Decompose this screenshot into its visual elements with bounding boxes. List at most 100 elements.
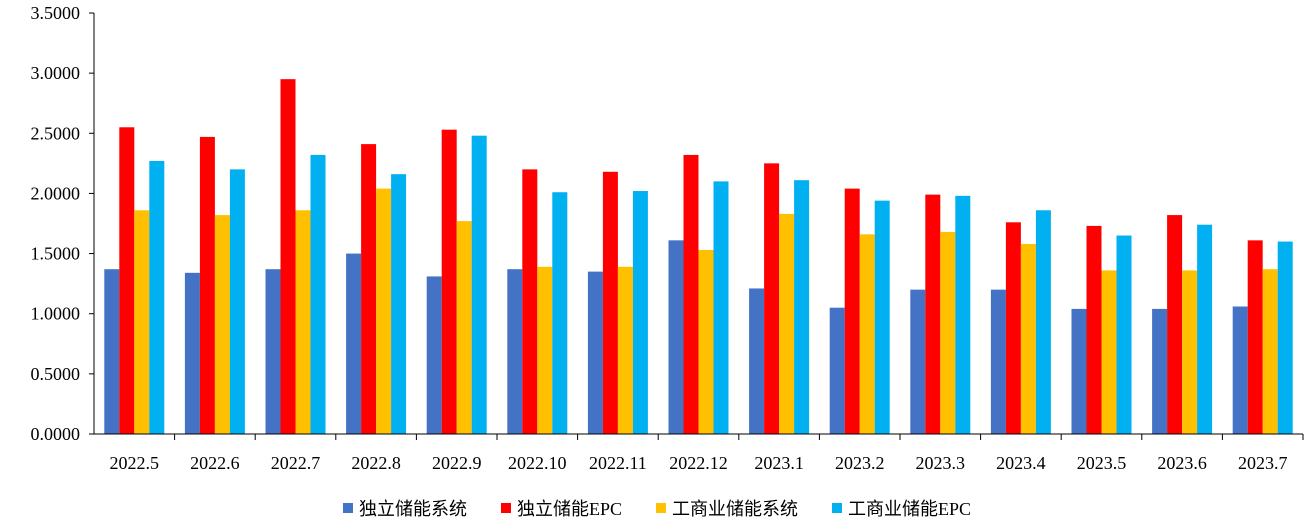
x-tick-label: 2022.12 xyxy=(669,453,728,473)
x-tick-label: 2022.6 xyxy=(190,453,240,473)
bar xyxy=(602,171,618,434)
bar xyxy=(779,213,795,434)
legend: 独立储能系统 独立储能EPC 工商业储能系统 工商业储能EPC xyxy=(342,499,971,519)
x-tick-label: 2022.9 xyxy=(432,453,482,473)
bar xyxy=(346,253,362,434)
bar xyxy=(632,191,648,434)
bar xyxy=(441,129,457,435)
bar xyxy=(1232,306,1248,434)
bar xyxy=(1182,270,1198,434)
bar xyxy=(1101,270,1117,434)
y-tick-label: 2.0000 xyxy=(31,183,81,203)
bar xyxy=(426,276,442,434)
x-tick-label: 2022.11 xyxy=(589,453,647,473)
bar xyxy=(587,271,603,434)
bar xyxy=(522,169,538,434)
bar xyxy=(119,127,135,435)
bar xyxy=(214,215,230,434)
bar xyxy=(955,195,971,434)
x-tick-label: 2022.8 xyxy=(351,453,401,473)
legend-label: 工商业储能系统 xyxy=(672,499,798,519)
legend-item: 工商业储能系统 xyxy=(656,499,798,519)
legend-swatch xyxy=(832,503,842,513)
bar xyxy=(391,174,407,434)
x-tick-label: 2023.7 xyxy=(1238,453,1288,473)
y-tick-label: 1.0000 xyxy=(31,304,81,324)
bar xyxy=(749,288,765,434)
x-tick-label: 2022.7 xyxy=(271,453,321,473)
x-tick-label: 2022.10 xyxy=(508,453,567,473)
bar xyxy=(295,210,311,434)
bar xyxy=(713,181,729,434)
legend-swatch xyxy=(656,503,666,513)
bar xyxy=(1071,308,1087,434)
bar xyxy=(617,266,633,434)
bar xyxy=(683,154,699,435)
legend-label: 独立储能EPC xyxy=(517,499,622,519)
y-tick-label: 0.0000 xyxy=(31,424,81,444)
bar xyxy=(1167,215,1183,434)
bar xyxy=(1262,269,1278,434)
x-tick-label: 2023.2 xyxy=(835,453,885,473)
bar xyxy=(829,307,845,434)
x-tick-label: 2023.5 xyxy=(1077,453,1127,473)
legend-label: 独立储能系统 xyxy=(359,499,467,519)
bar xyxy=(910,289,926,434)
bar xyxy=(1086,225,1102,434)
legend-item: 独立储能EPC xyxy=(500,499,622,519)
y-tick-label: 1.5000 xyxy=(31,244,81,264)
bar xyxy=(184,272,200,434)
bar xyxy=(1277,241,1293,434)
bar xyxy=(361,144,377,434)
bars xyxy=(104,79,1293,435)
bar xyxy=(229,169,245,434)
bar xyxy=(376,188,392,434)
bar xyxy=(1035,210,1051,434)
bar xyxy=(844,188,860,434)
bar xyxy=(874,200,890,434)
x-tick-label: 2023.6 xyxy=(1157,453,1207,473)
bar xyxy=(104,269,120,434)
x-tick-label: 2023.3 xyxy=(916,453,966,473)
bar xyxy=(698,249,714,434)
bar xyxy=(280,79,296,435)
bar xyxy=(199,136,215,434)
legend-item: 工商业储能EPC xyxy=(832,499,971,519)
x-axis: 2022.5 2022.6 2022.7 2022.8 2022.9 2022.10 202… xyxy=(94,433,1304,473)
bar xyxy=(1005,222,1021,434)
legend-swatch xyxy=(500,503,511,513)
bar xyxy=(859,234,875,434)
legend-swatch xyxy=(342,503,353,513)
bar xyxy=(794,180,810,434)
bar xyxy=(1152,308,1168,434)
y-axis: 0.0000 0.5000 1.0000 1.5000 2.0000 2.5000 3.00… xyxy=(31,3,95,444)
legend-label: 工商业储能EPC xyxy=(848,499,971,519)
bar xyxy=(471,135,487,435)
bar xyxy=(1116,235,1132,434)
x-tick-label: 2023.1 xyxy=(754,453,804,473)
legend-item: 独立储能系统 xyxy=(342,499,467,519)
bar xyxy=(310,154,326,435)
y-tick-label: 3.5000 xyxy=(31,3,81,23)
bar xyxy=(940,231,956,434)
y-tick-label: 3.0000 xyxy=(31,63,81,83)
y-tick-label: 0.5000 xyxy=(31,364,81,384)
bar xyxy=(537,266,553,434)
x-tick-label: 2023.4 xyxy=(996,453,1046,473)
bar xyxy=(668,240,684,434)
bar xyxy=(507,269,523,434)
bar xyxy=(149,160,165,435)
bar xyxy=(552,192,568,434)
y-tick-label: 2.5000 xyxy=(31,123,81,143)
x-tick-label: 2022.5 xyxy=(110,453,160,473)
bar xyxy=(265,269,281,434)
bar xyxy=(764,163,780,434)
bar xyxy=(134,210,150,434)
bar xyxy=(1197,224,1213,434)
bar xyxy=(1247,240,1263,434)
bar xyxy=(456,221,472,434)
bar xyxy=(1020,243,1036,434)
bar xyxy=(990,289,1006,434)
bar xyxy=(925,194,941,434)
